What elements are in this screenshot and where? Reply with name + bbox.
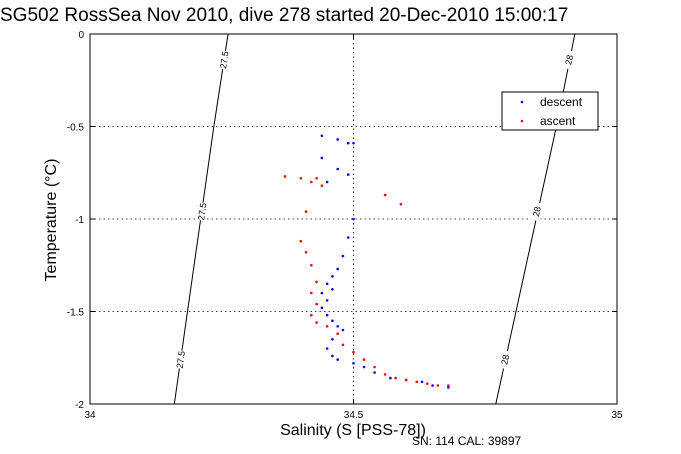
data-point-descent (320, 134, 324, 138)
data-point-ascent (299, 177, 303, 180)
isopycnal-label-bg (174, 349, 188, 370)
data-point-descent (331, 319, 334, 323)
data-point-ascent (283, 175, 287, 178)
isopycnal-label-bg (218, 50, 231, 70)
y-tick-label: -0.5 (67, 123, 85, 134)
isopycnal-label: 27.5 (218, 51, 230, 70)
data-point-descent (320, 306, 324, 310)
data-point-ascent (341, 343, 345, 347)
x-axis-label: Salinity (S [PSS-78]) (280, 422, 426, 439)
isopycnal-label-bg (530, 201, 544, 222)
axis-ticks: 34 34.5 35 0 -0.5 -1 -1.5 -2 (67, 30, 623, 421)
data-point-ascent (310, 263, 313, 267)
data-point-descent (325, 282, 329, 286)
y-tick-label: -2 (75, 400, 84, 411)
data-point-descent (352, 362, 355, 365)
data-point-descent (325, 347, 329, 350)
data-point-ascent (315, 177, 318, 180)
data-point-descent (331, 354, 334, 358)
data-point-ascent (310, 313, 313, 317)
data-point-ascent (399, 202, 403, 206)
isopycnal-label-bg (498, 349, 513, 370)
data-point-ascent (336, 332, 339, 336)
data-point-ascent (383, 373, 387, 376)
data-point-ascent (315, 302, 318, 306)
data-point-descent (336, 167, 339, 171)
chart-title: SG502 RossSea Nov 2010, dive 278 started… (0, 5, 569, 26)
data-points (283, 134, 450, 389)
data-point-descent (352, 141, 355, 145)
data-point-ascent (299, 239, 303, 243)
data-point-ascent (373, 365, 376, 369)
data-point-descent (352, 217, 355, 221)
legend-marker-descent (520, 100, 524, 104)
data-point-ascent (404, 378, 408, 382)
data-point-ascent (320, 184, 324, 187)
data-point-descent (420, 380, 424, 384)
isopycnal-label: 27.5 (196, 202, 208, 221)
data-point-descent (346, 236, 350, 239)
data-point-ascent (352, 350, 355, 354)
isopycnal-label: 28 (563, 54, 575, 66)
data-point-descent (389, 376, 392, 380)
legend-box (501, 91, 599, 131)
y-axis-label: Temperature (°C) (43, 159, 60, 282)
data-point-descent (341, 328, 345, 332)
data-point-descent (447, 386, 450, 389)
data-point-descent (331, 288, 334, 291)
y-tick-label: -1.5 (67, 308, 85, 319)
data-point-descent (346, 141, 350, 145)
data-point-descent (336, 138, 339, 141)
legend-label-ascent: ascent (540, 114, 576, 128)
data-point-descent (431, 384, 434, 387)
data-point-descent (325, 299, 329, 302)
data-point-descent (346, 173, 350, 176)
isopycnal-label: 28 (531, 206, 543, 218)
data-point-descent (325, 180, 329, 184)
data-point-descent (336, 325, 339, 328)
isopycnal-lines: 27.5 27.5 27.5 28 28 28 (173, 33, 577, 405)
data-point-descent (331, 337, 334, 341)
data-point-descent (320, 291, 324, 295)
x-tick-label: 35 (611, 410, 623, 421)
isopycnal-label-bg (562, 50, 577, 70)
data-point-descent (331, 275, 334, 278)
data-point-ascent (425, 382, 429, 385)
x-tick-label: 34 (84, 410, 96, 421)
data-point-descent (362, 365, 366, 369)
legend-marker-ascent (520, 119, 524, 123)
data-point-ascent (304, 251, 308, 254)
footnote: SN: 114 CAL: 39897 (412, 434, 522, 448)
y-tick-label: 0 (78, 30, 84, 41)
data-point-ascent (415, 380, 419, 384)
data-point-ascent (310, 180, 313, 184)
data-point-ascent (383, 193, 387, 197)
data-point-ascent (394, 376, 397, 380)
x-tick-label: 34.5 (344, 410, 364, 421)
data-point-ascent (447, 384, 450, 387)
data-point-descent (325, 313, 329, 317)
data-point-ascent (436, 384, 440, 387)
data-point-ascent (362, 358, 366, 361)
data-point-descent (320, 156, 324, 160)
isopycnal-label: 27.5 (175, 350, 187, 369)
data-point-ascent (325, 325, 329, 328)
data-point-descent (341, 254, 345, 258)
legend-label-descent: descent (540, 95, 583, 109)
legend: descent ascent (501, 91, 599, 131)
data-point-ascent (315, 321, 318, 324)
data-point-ascent (310, 291, 313, 295)
data-point-ascent (304, 210, 308, 213)
data-point-ascent (315, 280, 318, 284)
isopycnal-label-bg (196, 201, 209, 222)
y-tick-label: -1 (75, 215, 84, 226)
data-point-descent (336, 267, 339, 271)
data-point-descent (336, 358, 339, 361)
data-point-descent (373, 371, 376, 374)
isopycnal-label: 28 (499, 354, 511, 366)
